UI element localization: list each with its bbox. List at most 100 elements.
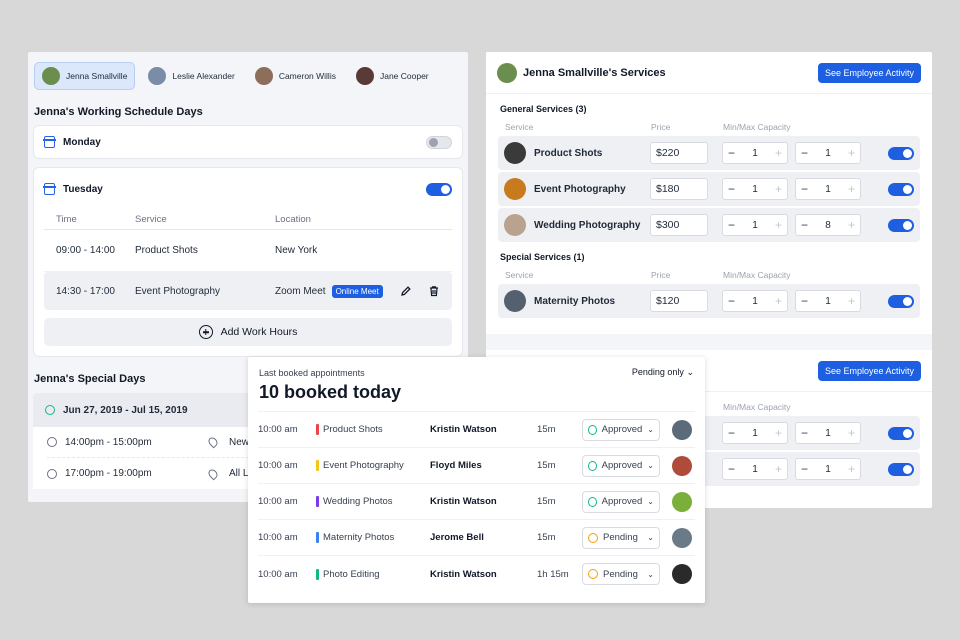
- max-capacity-stepper[interactable]: − 1 +: [795, 142, 861, 164]
- min-capacity-stepper[interactable]: − 1 +: [722, 142, 788, 164]
- price-input[interactable]: $120: [650, 290, 708, 312]
- price-input[interactable]: $180: [650, 178, 708, 200]
- employee-tab[interactable]: Jane Cooper: [349, 63, 436, 89]
- add-work-hours-button[interactable]: Add Work Hours: [44, 318, 452, 346]
- avatar: [355, 67, 374, 85]
- minus-icon[interactable]: −: [801, 218, 809, 232]
- service-thumbnail: [504, 178, 526, 200]
- employee-tabs: Jenna Smallville Leslie Alexander Camero…: [28, 52, 468, 90]
- see-employee-activity-button[interactable]: See Employee Activity: [817, 360, 921, 381]
- plus-icon[interactable]: +: [847, 426, 855, 440]
- status-ring-icon: [588, 569, 598, 579]
- plus-icon[interactable]: +: [847, 218, 855, 232]
- employee-tab[interactable]: Jenna Smallville: [34, 62, 136, 90]
- plus-icon[interactable]: +: [847, 294, 855, 308]
- appointment-time: 10:00 am: [258, 424, 298, 435]
- column-header: Service: [505, 122, 534, 132]
- minus-icon[interactable]: −: [728, 146, 736, 160]
- appointments-panel: Last booked appointments Pending only ⌄ …: [248, 357, 705, 603]
- max-capacity-value: 1: [825, 463, 831, 475]
- appointment-time: 10:00 am: [258, 568, 298, 580]
- appointments-heading: Last booked appointments: [259, 367, 365, 378]
- employee-tab[interactable]: Cameron Willis: [248, 63, 343, 89]
- status-dropdown[interactable]: Pending ⌄: [582, 526, 660, 549]
- chevron-down-icon: ⌄: [647, 569, 654, 579]
- column-header: Service: [135, 214, 167, 225]
- min-capacity-stepper[interactable]: − 1 +: [722, 458, 788, 480]
- add-work-hours-label: Add Work Hours: [220, 326, 298, 338]
- max-capacity-value: 1: [825, 295, 831, 307]
- max-capacity-stepper[interactable]: − 1 +: [795, 422, 861, 444]
- min-capacity-stepper[interactable]: − 1 +: [722, 422, 788, 444]
- max-capacity-stepper[interactable]: − 8 +: [795, 214, 861, 236]
- general-services-title: General Services (3): [500, 104, 587, 114]
- trash-icon[interactable]: [428, 285, 440, 297]
- plus-icon[interactable]: +: [774, 462, 782, 476]
- appointment-client: Kristin Watson: [430, 424, 497, 435]
- minus-icon[interactable]: −: [801, 462, 809, 476]
- row-service: Event Photography: [135, 285, 221, 297]
- minus-icon[interactable]: −: [728, 182, 736, 196]
- service-thumbnail: [504, 142, 526, 164]
- service-toggle[interactable]: [888, 146, 914, 160]
- plus-icon[interactable]: +: [847, 182, 855, 196]
- service-color-bar: [316, 424, 319, 435]
- minus-icon[interactable]: −: [728, 462, 736, 476]
- min-capacity-value: 1: [752, 295, 758, 307]
- working-schedule-panel: Jenna Smallville Leslie Alexander Camero…: [28, 52, 468, 502]
- employee-name: Leslie Alexander: [172, 71, 235, 81]
- minus-icon[interactable]: −: [728, 426, 736, 440]
- service-toggle[interactable]: [888, 462, 914, 476]
- plus-icon[interactable]: +: [847, 146, 855, 160]
- row-time: 14:30 - 17:00: [56, 285, 115, 297]
- schedule-title: Jenna's Working Schedule Days: [34, 106, 203, 118]
- pending-filter-dropdown[interactable]: Pending only ⌄: [632, 367, 694, 378]
- minus-icon[interactable]: −: [801, 294, 809, 308]
- employee-name: Jane Cooper: [379, 71, 429, 81]
- plus-icon[interactable]: +: [774, 182, 782, 196]
- min-capacity-value: 1: [752, 427, 758, 439]
- chevron-down-icon: ⌄: [686, 367, 694, 377]
- minus-icon[interactable]: −: [728, 294, 736, 308]
- min-capacity-stepper[interactable]: − 1 +: [722, 290, 788, 312]
- plus-icon[interactable]: +: [774, 294, 782, 308]
- employee-tab[interactable]: Leslie Alexander: [141, 63, 241, 89]
- minus-icon[interactable]: −: [801, 426, 809, 440]
- plus-icon[interactable]: +: [774, 218, 782, 232]
- status-dropdown[interactable]: Approved ⌄: [582, 418, 660, 441]
- price-input[interactable]: $300: [650, 214, 708, 236]
- monday-toggle[interactable]: [426, 135, 452, 149]
- max-capacity-stepper[interactable]: − 1 +: [795, 290, 861, 312]
- day-card-monday: Monday: [33, 125, 463, 159]
- service-color-bar: [316, 532, 319, 543]
- status-dropdown[interactable]: Approved ⌄: [582, 490, 660, 513]
- service-thumbnail: [504, 290, 526, 312]
- service-toggle[interactable]: [888, 218, 914, 232]
- max-capacity-stepper[interactable]: − 1 +: [795, 178, 861, 200]
- minus-icon[interactable]: −: [728, 218, 736, 232]
- service-row: Maternity Photos $120 − 1 + − 1 +: [498, 284, 920, 318]
- services-title: Jenna Smallville's Services: [523, 66, 666, 79]
- see-employee-activity-button[interactable]: See Employee Activity: [817, 62, 921, 83]
- service-row: Product Shots $220 − 1 + − 1 +: [498, 136, 920, 170]
- filter-label: Pending only: [631, 367, 684, 377]
- min-capacity-stepper[interactable]: − 1 +: [722, 178, 788, 200]
- status-dropdown[interactable]: Pending ⌄: [582, 563, 660, 585]
- status-dropdown[interactable]: Approved ⌄: [582, 454, 660, 477]
- minus-icon[interactable]: −: [801, 146, 809, 160]
- service-toggle[interactable]: [888, 294, 914, 308]
- max-capacity-stepper[interactable]: − 1 +: [795, 458, 861, 480]
- tuesday-toggle[interactable]: [426, 182, 452, 196]
- min-capacity-stepper[interactable]: − 1 +: [722, 214, 788, 236]
- service-toggle[interactable]: [888, 426, 914, 440]
- plus-icon[interactable]: +: [774, 146, 782, 160]
- price-input[interactable]: $220: [650, 142, 708, 164]
- edit-icon[interactable]: [400, 285, 412, 297]
- row-time: 09:00 - 14:00: [56, 245, 115, 256]
- plus-icon[interactable]: +: [847, 462, 855, 476]
- chevron-down-icon: ⌄: [647, 425, 654, 434]
- service-toggle[interactable]: [888, 182, 914, 196]
- plus-icon[interactable]: +: [774, 426, 782, 440]
- table-row: 10:00 am Product Shots Kristin Watson 15…: [258, 412, 695, 448]
- minus-icon[interactable]: −: [801, 182, 809, 196]
